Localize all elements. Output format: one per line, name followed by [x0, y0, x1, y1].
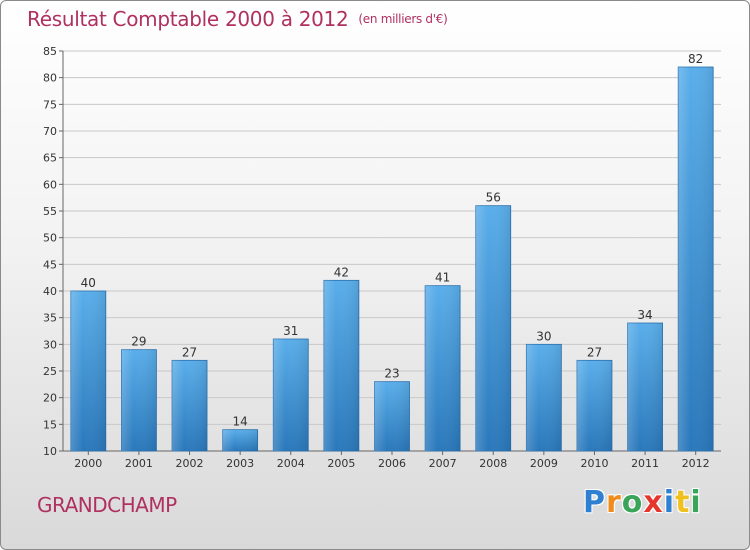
x-tick-label: 2005	[327, 457, 355, 470]
chart-title-text: Résultat Comptable 2000 à 2012	[27, 7, 349, 31]
bar-value-label: 42	[334, 265, 349, 279]
y-tick-label: 10	[43, 445, 57, 458]
x-tick-label: 2009	[530, 457, 558, 470]
bar-value-label: 34	[637, 308, 652, 322]
bar-shine	[172, 360, 208, 451]
bar-shine	[627, 323, 663, 451]
bar-value-label: 31	[283, 324, 298, 338]
logo-letter: P	[583, 485, 606, 520]
y-tick-label: 65	[43, 152, 57, 165]
y-tick-label: 80	[43, 72, 57, 85]
chart-title: Résultat Comptable 2000 à 2012 (en millie…	[27, 7, 448, 31]
bar-shine	[526, 344, 562, 451]
x-tick-label: 2011	[631, 457, 659, 470]
bar-value-label: 27	[182, 345, 197, 359]
commune-name: GRANDCHAMP	[37, 493, 177, 517]
x-tick-label: 2001	[125, 457, 153, 470]
y-tick-label: 30	[43, 338, 57, 351]
x-tick-label: 2000	[74, 457, 102, 470]
bar-value-label: 23	[384, 367, 399, 381]
bar-shine	[121, 349, 157, 451]
x-tick-label: 2006	[378, 457, 406, 470]
y-tick-label: 15	[43, 418, 57, 431]
bar-shine	[576, 360, 612, 451]
bars	[70, 66, 714, 452]
bar-shine	[425, 285, 461, 451]
y-tick-label: 25	[43, 365, 57, 378]
x-tick-label: 2012	[682, 457, 710, 470]
bar-shine	[70, 291, 106, 451]
logo-letter: r	[606, 485, 622, 520]
y-tick-label: 85	[43, 45, 57, 58]
y-tick-label: 20	[43, 392, 57, 405]
bar-shine	[475, 205, 511, 451]
y-tick-label: 35	[43, 312, 57, 325]
logo-letter: x	[643, 485, 664, 520]
x-tick-label: 2002	[176, 457, 204, 470]
logo-letter: t	[675, 485, 691, 520]
labels: 10 15 20 25 30 35 40 45 50 55 60 65 70 75 80 85 40 2000 29…	[43, 45, 710, 470]
proxiti-logo: Proxiti	[583, 485, 702, 520]
bar-value-label: 30	[536, 329, 551, 343]
y-tick-label: 50	[43, 232, 57, 245]
bar-value-label: 82	[688, 52, 703, 66]
y-tick-label: 75	[43, 98, 57, 111]
x-tick-label: 2003	[226, 457, 254, 470]
bar-shine	[323, 280, 359, 451]
y-tick-label: 60	[43, 178, 57, 191]
bar-value-label: 14	[233, 415, 248, 429]
logo-letter: o	[621, 485, 644, 520]
bar-shine	[678, 67, 714, 451]
y-tick-label: 55	[43, 205, 57, 218]
x-tick-label: 2007	[429, 457, 457, 470]
bar-value-label: 29	[131, 335, 146, 349]
bar-shine	[273, 339, 309, 451]
x-tick-label: 2010	[580, 457, 608, 470]
bar-value-label: 56	[486, 191, 501, 205]
bar-value-label: 27	[587, 345, 602, 359]
bar-value-label: 41	[435, 271, 450, 285]
logo-letter: i	[690, 485, 702, 520]
y-tick-label: 40	[43, 285, 57, 298]
y-tick-label: 45	[43, 258, 57, 271]
x-tick-label: 2008	[479, 457, 507, 470]
logo-letter: i	[663, 485, 676, 520]
chart-unit: (en milliers d'€)	[358, 12, 448, 26]
bar-shine	[374, 381, 410, 451]
bar-shine	[222, 429, 258, 451]
bar-value-label: 40	[81, 276, 96, 290]
y-tick-label: 70	[43, 125, 57, 138]
x-tick-label: 2004	[277, 457, 305, 470]
